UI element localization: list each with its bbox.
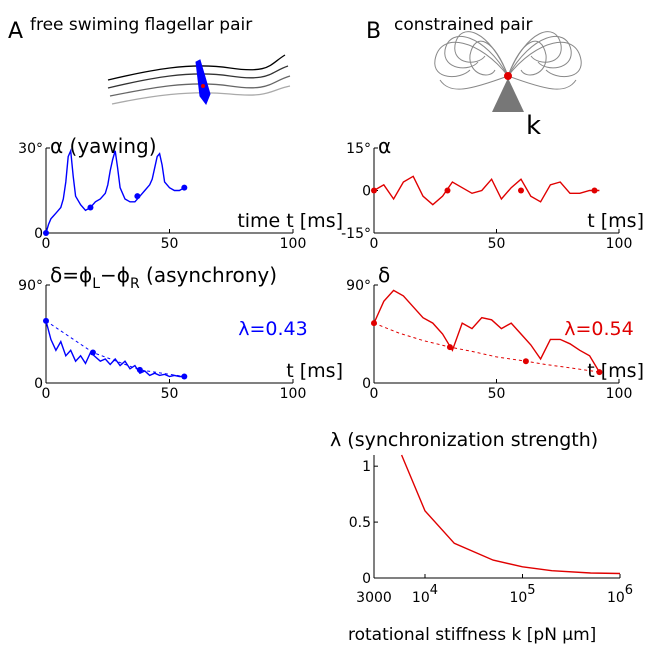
y-axis-label: δ — [378, 263, 390, 287]
x-axis-label: t [ms] — [587, 360, 644, 382]
x-tick-label: 50 — [488, 386, 506, 402]
tick-exponent: 5 — [527, 583, 535, 598]
data-point — [371, 187, 377, 194]
data-point — [591, 187, 598, 194]
data-point — [181, 373, 188, 380]
data-point — [181, 184, 188, 191]
x-tick-label: 50 — [161, 386, 179, 402]
data-line — [400, 454, 621, 575]
y-tick-label: -15° — [341, 226, 371, 242]
x-tick-label: 50 — [161, 236, 179, 252]
label-part: δ=ϕ — [50, 263, 92, 287]
y-tick-label: 0.5 — [349, 515, 371, 531]
data-line — [373, 175, 600, 206]
tick-base: 10 — [509, 590, 527, 606]
y-tick-label: 90° — [18, 278, 43, 294]
panel-title: constrained pair — [394, 15, 533, 35]
label-part: α — [378, 134, 391, 158]
y-axis-label: α (yawing) — [50, 134, 157, 158]
panel-title: free swiming flagellar pair — [30, 15, 252, 35]
x-tick-label: 100 — [606, 236, 633, 252]
y-tick-label: 0 — [34, 226, 43, 242]
panel-letter: A — [8, 19, 23, 44]
data-point — [596, 369, 603, 376]
label-part: δ — [378, 263, 390, 287]
label-part: −ϕ — [100, 263, 130, 287]
x-tick-label: 0 — [42, 236, 51, 252]
y-tick-label: 15° — [346, 141, 371, 157]
annotation: λ=0.54 — [564, 318, 633, 340]
data-point — [87, 204, 94, 211]
y-tick-label: 90° — [346, 278, 371, 294]
annotation: λ=0.43 — [238, 318, 307, 340]
label-subscript: L — [92, 276, 100, 292]
x-tick-label: 100 — [606, 386, 633, 402]
x-axis-label: rotational stiffness k [pN μm] — [348, 625, 596, 645]
stiffness-label: k — [526, 111, 541, 141]
x-axis-label: time t [ms] — [237, 210, 343, 232]
x-axis-label: t [ms] — [587, 210, 644, 232]
y-tick-label: 0 — [362, 376, 371, 392]
data-point — [371, 320, 377, 327]
x-tick-label: 0 — [370, 236, 379, 252]
y-tick-label: 0 — [362, 571, 371, 587]
panel-letter: B — [366, 19, 381, 44]
label-part: α (yawing) — [50, 134, 157, 158]
tick-exponent: 6 — [625, 583, 633, 598]
x-tick-label: 106 — [607, 583, 633, 606]
tick-base: 10 — [412, 590, 430, 606]
x-tick-label: 50 — [488, 236, 506, 252]
x-tick-label: 105 — [509, 583, 535, 606]
fit-line — [373, 322, 600, 373]
x-tick-label: 100 — [280, 236, 307, 252]
y-tick-label: 30° — [18, 141, 43, 157]
x-tick-label: 3000 — [356, 590, 392, 606]
label-subscript: R — [130, 276, 140, 292]
data-point — [518, 187, 524, 194]
x-tick-label: 104 — [412, 583, 438, 606]
data-point — [134, 193, 141, 200]
data-line — [45, 320, 185, 378]
tick-exponent: 4 — [430, 583, 438, 598]
schematic-a — [107, 54, 291, 106]
y-tick-label: 0 — [34, 376, 43, 392]
y-axis-label: α — [378, 134, 391, 158]
label-part: (asynchrony) — [140, 263, 277, 287]
data-point — [89, 349, 96, 356]
data-point — [43, 230, 49, 236]
y-axis-label: δ=ϕL−ϕR (asynchrony) — [50, 263, 277, 292]
tick-base: 10 — [607, 590, 625, 606]
x-axis-label: t [ms] — [286, 360, 343, 382]
data-line — [45, 148, 185, 234]
y-tick-label: 1 — [362, 459, 371, 475]
fit-line — [45, 320, 185, 377]
data-point — [136, 366, 143, 373]
schematic-b — [434, 31, 582, 112]
data-line — [373, 289, 600, 373]
y-tick-label: 0 — [362, 184, 371, 200]
data-point — [444, 187, 451, 194]
x-tick-label: 0 — [42, 386, 51, 402]
chart-title: λ (synchronization strength) — [330, 429, 598, 451]
x-tick-label: 100 — [280, 386, 307, 402]
x-tick-label: 0 — [370, 386, 379, 402]
data-point — [522, 358, 529, 365]
data-point — [446, 344, 453, 351]
data-point — [43, 317, 49, 324]
